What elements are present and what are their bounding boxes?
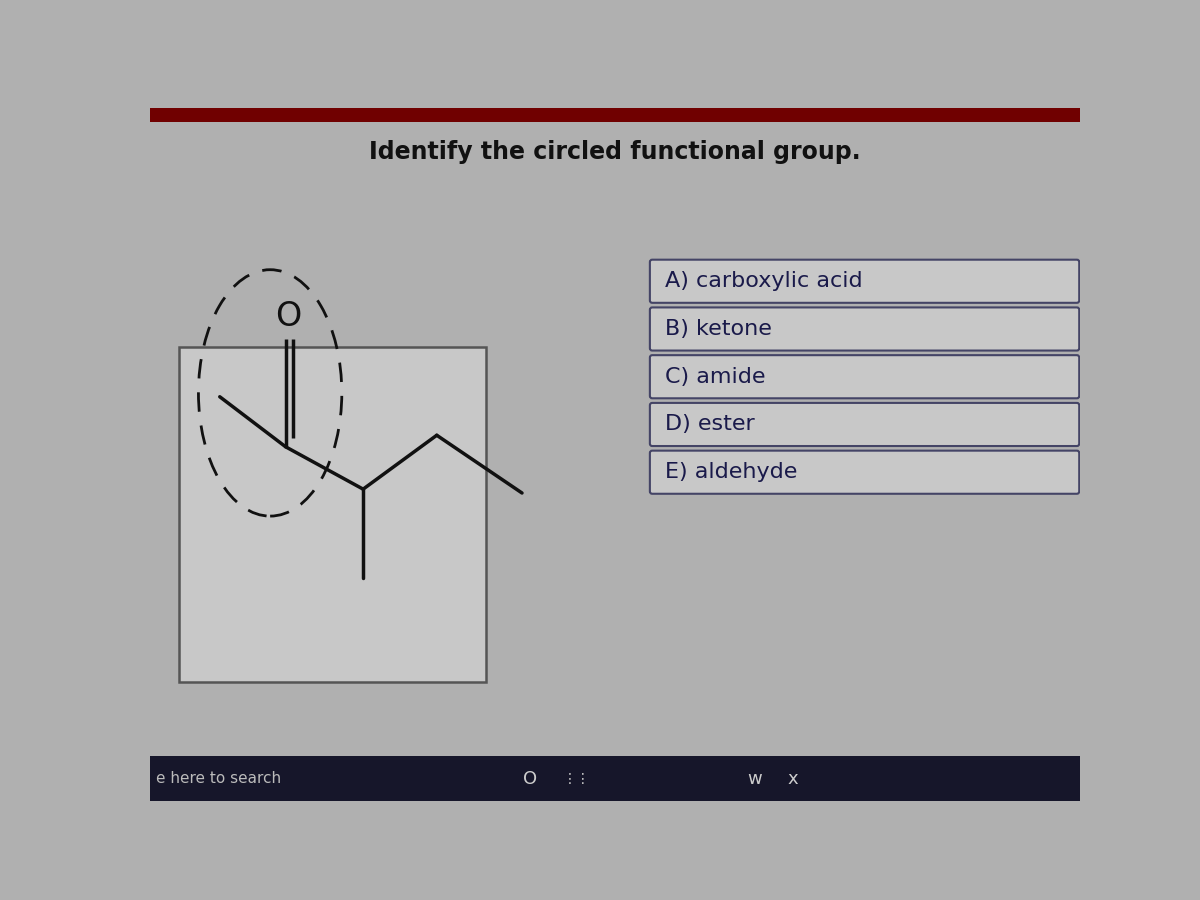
FancyBboxPatch shape <box>650 451 1079 494</box>
Text: ⋮⋮: ⋮⋮ <box>563 771 590 786</box>
Text: e here to search: e here to search <box>156 771 281 787</box>
FancyBboxPatch shape <box>650 308 1079 351</box>
Text: D) ester: D) ester <box>665 415 755 435</box>
Text: O: O <box>276 300 302 333</box>
Bar <box>150 108 1080 122</box>
Text: w: w <box>748 770 762 788</box>
FancyBboxPatch shape <box>650 356 1079 399</box>
Text: E) aldehyde: E) aldehyde <box>665 463 797 482</box>
Text: B) ketone: B) ketone <box>665 319 772 339</box>
Text: C) amide: C) amide <box>665 366 766 387</box>
Text: O: O <box>523 770 536 788</box>
Text: A) carboxylic acid: A) carboxylic acid <box>665 271 863 292</box>
Text: x: x <box>788 770 798 788</box>
FancyBboxPatch shape <box>650 403 1079 446</box>
Bar <box>180 346 486 681</box>
Text: Identify the circled functional group.: Identify the circled functional group. <box>370 140 860 165</box>
Bar <box>150 756 1080 801</box>
FancyBboxPatch shape <box>650 260 1079 302</box>
